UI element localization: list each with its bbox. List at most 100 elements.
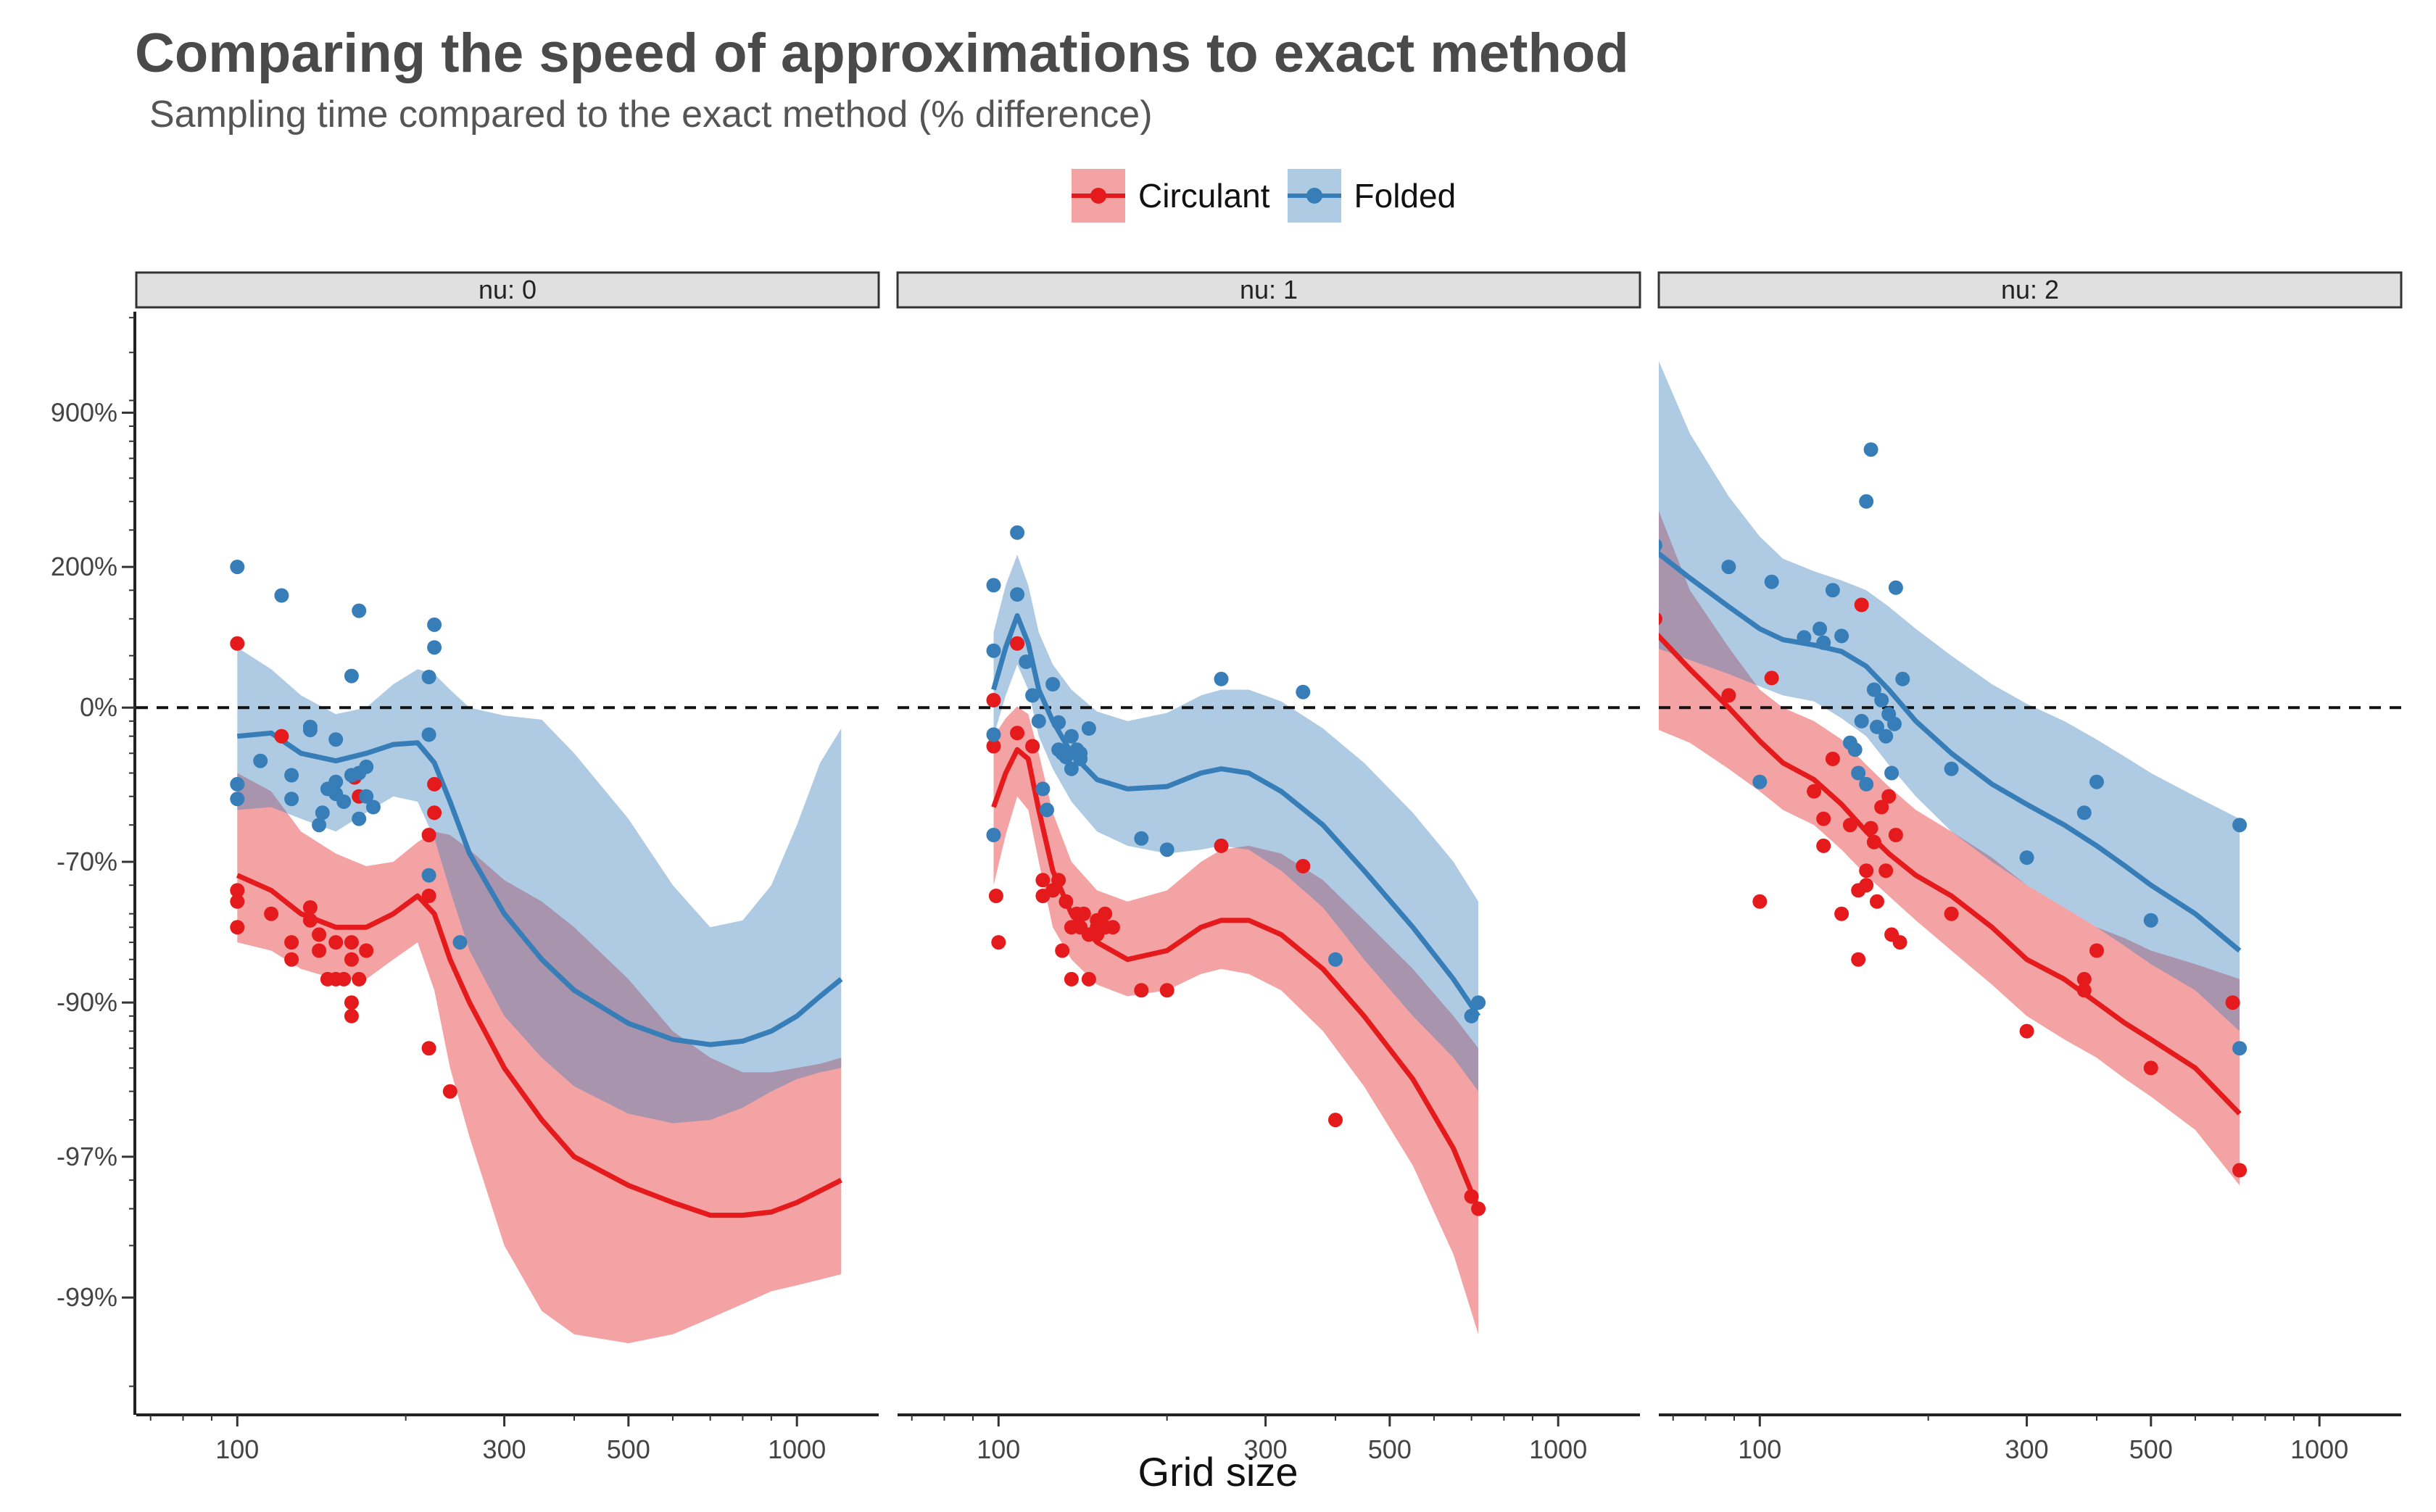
point-circulant (2225, 995, 2240, 1010)
point-folded (1884, 765, 1900, 781)
point-folded (1888, 580, 1903, 595)
point-circulant (1064, 971, 1079, 986)
point-circulant (1874, 799, 1889, 815)
facet-panel (1659, 361, 2401, 1186)
point-circulant (328, 935, 344, 950)
y-tick-label: -97% (57, 1142, 117, 1171)
point-folded (1797, 630, 1812, 645)
point-folded (421, 727, 436, 742)
point-circulant (352, 971, 367, 986)
facet-strip-label: nu: 0 (478, 275, 536, 304)
legend-label-folded: Folded (1354, 177, 1457, 215)
point-folded (1895, 671, 1910, 686)
point-folded (1214, 671, 1229, 686)
point-folded (1859, 776, 1874, 792)
point-circulant (2076, 983, 2092, 998)
y-tick-label: 0% (80, 692, 117, 722)
point-folded (2019, 850, 2034, 865)
point-folded (359, 759, 374, 774)
point-circulant (442, 1084, 457, 1099)
facet-strip-label: nu: 2 (2001, 275, 2059, 304)
point-circulant (2076, 971, 2092, 986)
point-circulant (1851, 952, 1866, 967)
point-folded (1851, 765, 1866, 781)
point-circulant (1058, 894, 1074, 909)
point-circulant (1842, 818, 1857, 833)
point-folded (1847, 742, 1863, 757)
point-circulant (1025, 739, 1040, 754)
point-folded (1025, 688, 1040, 703)
point-folded (336, 794, 352, 809)
point-folded (1870, 719, 1884, 734)
point-circulant (1105, 920, 1120, 935)
point-circulant (991, 935, 1006, 950)
smooth-line-circulant (991, 747, 1481, 1210)
point-folded (1031, 713, 1046, 728)
point-circulant (1870, 894, 1884, 909)
point-circulant (1721, 688, 1736, 703)
facet-strip (135, 271, 880, 309)
point-folded (986, 578, 1001, 593)
y-tick-label: 900% (51, 397, 117, 427)
point-folded (1866, 682, 1881, 697)
point-folded (1296, 684, 1311, 699)
point-circulant (1010, 636, 1025, 651)
legend-key-circulant (1072, 169, 1125, 223)
point-circulant (2143, 1060, 2158, 1076)
point-circulant (302, 900, 318, 915)
point-circulant (284, 935, 299, 950)
point-circulant (1944, 906, 1959, 921)
point-folded (230, 776, 245, 792)
point-folded (1073, 746, 1088, 761)
point-folded (1752, 774, 1768, 789)
point-circulant (1878, 863, 1894, 878)
chart-subtitle: Sampling time compared to the exact meth… (149, 94, 1153, 136)
point-circulant (264, 906, 279, 921)
point-folded (1471, 995, 1486, 1010)
smooth-line-circulant (1659, 632, 2242, 1116)
point-circulant (2232, 1163, 2248, 1178)
point-circulant (421, 828, 436, 842)
point-folded (352, 811, 367, 826)
point-circulant (2089, 943, 2104, 958)
point-folded (1878, 728, 1894, 744)
x-tick-label: 1000 (768, 1434, 826, 1464)
point-folded (1064, 761, 1079, 776)
point-circulant (230, 920, 245, 935)
legend-label-circulant: Circulant (1138, 177, 1270, 215)
facet-strip (1657, 271, 2403, 309)
point-circulant (1859, 863, 1874, 878)
point-folded (1874, 693, 1889, 707)
smooth-line-folded (236, 730, 843, 1047)
point-circulant (344, 952, 359, 967)
point-folded (1010, 525, 1025, 540)
point-folded (1051, 715, 1066, 730)
x-tick-label: 500 (1368, 1434, 1412, 1464)
point-circulant (1854, 597, 1869, 612)
point-folded (1854, 713, 1869, 728)
point-circulant (2019, 1023, 2034, 1039)
ci-ribbon-folded (1659, 361, 2240, 1031)
point-circulant (312, 927, 327, 942)
point-folded (328, 774, 344, 789)
point-folded (365, 799, 381, 815)
point-circulant (336, 971, 352, 986)
legend-item-circulant: Circulant (1072, 169, 1270, 223)
x-tick-label: 1000 (1529, 1434, 1587, 1464)
ci-ribbon-folded (993, 554, 1479, 1092)
x-axis-label: Grid size (1138, 1449, 1298, 1495)
point-circulant (1752, 894, 1768, 909)
point-circulant (344, 935, 359, 950)
point-circulant (988, 889, 1003, 903)
x-tick-label: 1000 (2290, 1434, 2348, 1464)
legend: Circulant Folded (1072, 168, 1456, 223)
point-folded (1064, 728, 1079, 744)
ci-ribbon-circulant (1659, 510, 2240, 1186)
point-circulant (986, 693, 1001, 707)
point-circulant (1159, 983, 1174, 998)
chart-title: Comparing the speed of approximations to… (135, 22, 1629, 84)
point-circulant (302, 913, 318, 928)
point-circulant (1471, 1201, 1486, 1216)
point-circulant (1098, 906, 1113, 921)
y-tick-label: 200% (51, 552, 117, 581)
